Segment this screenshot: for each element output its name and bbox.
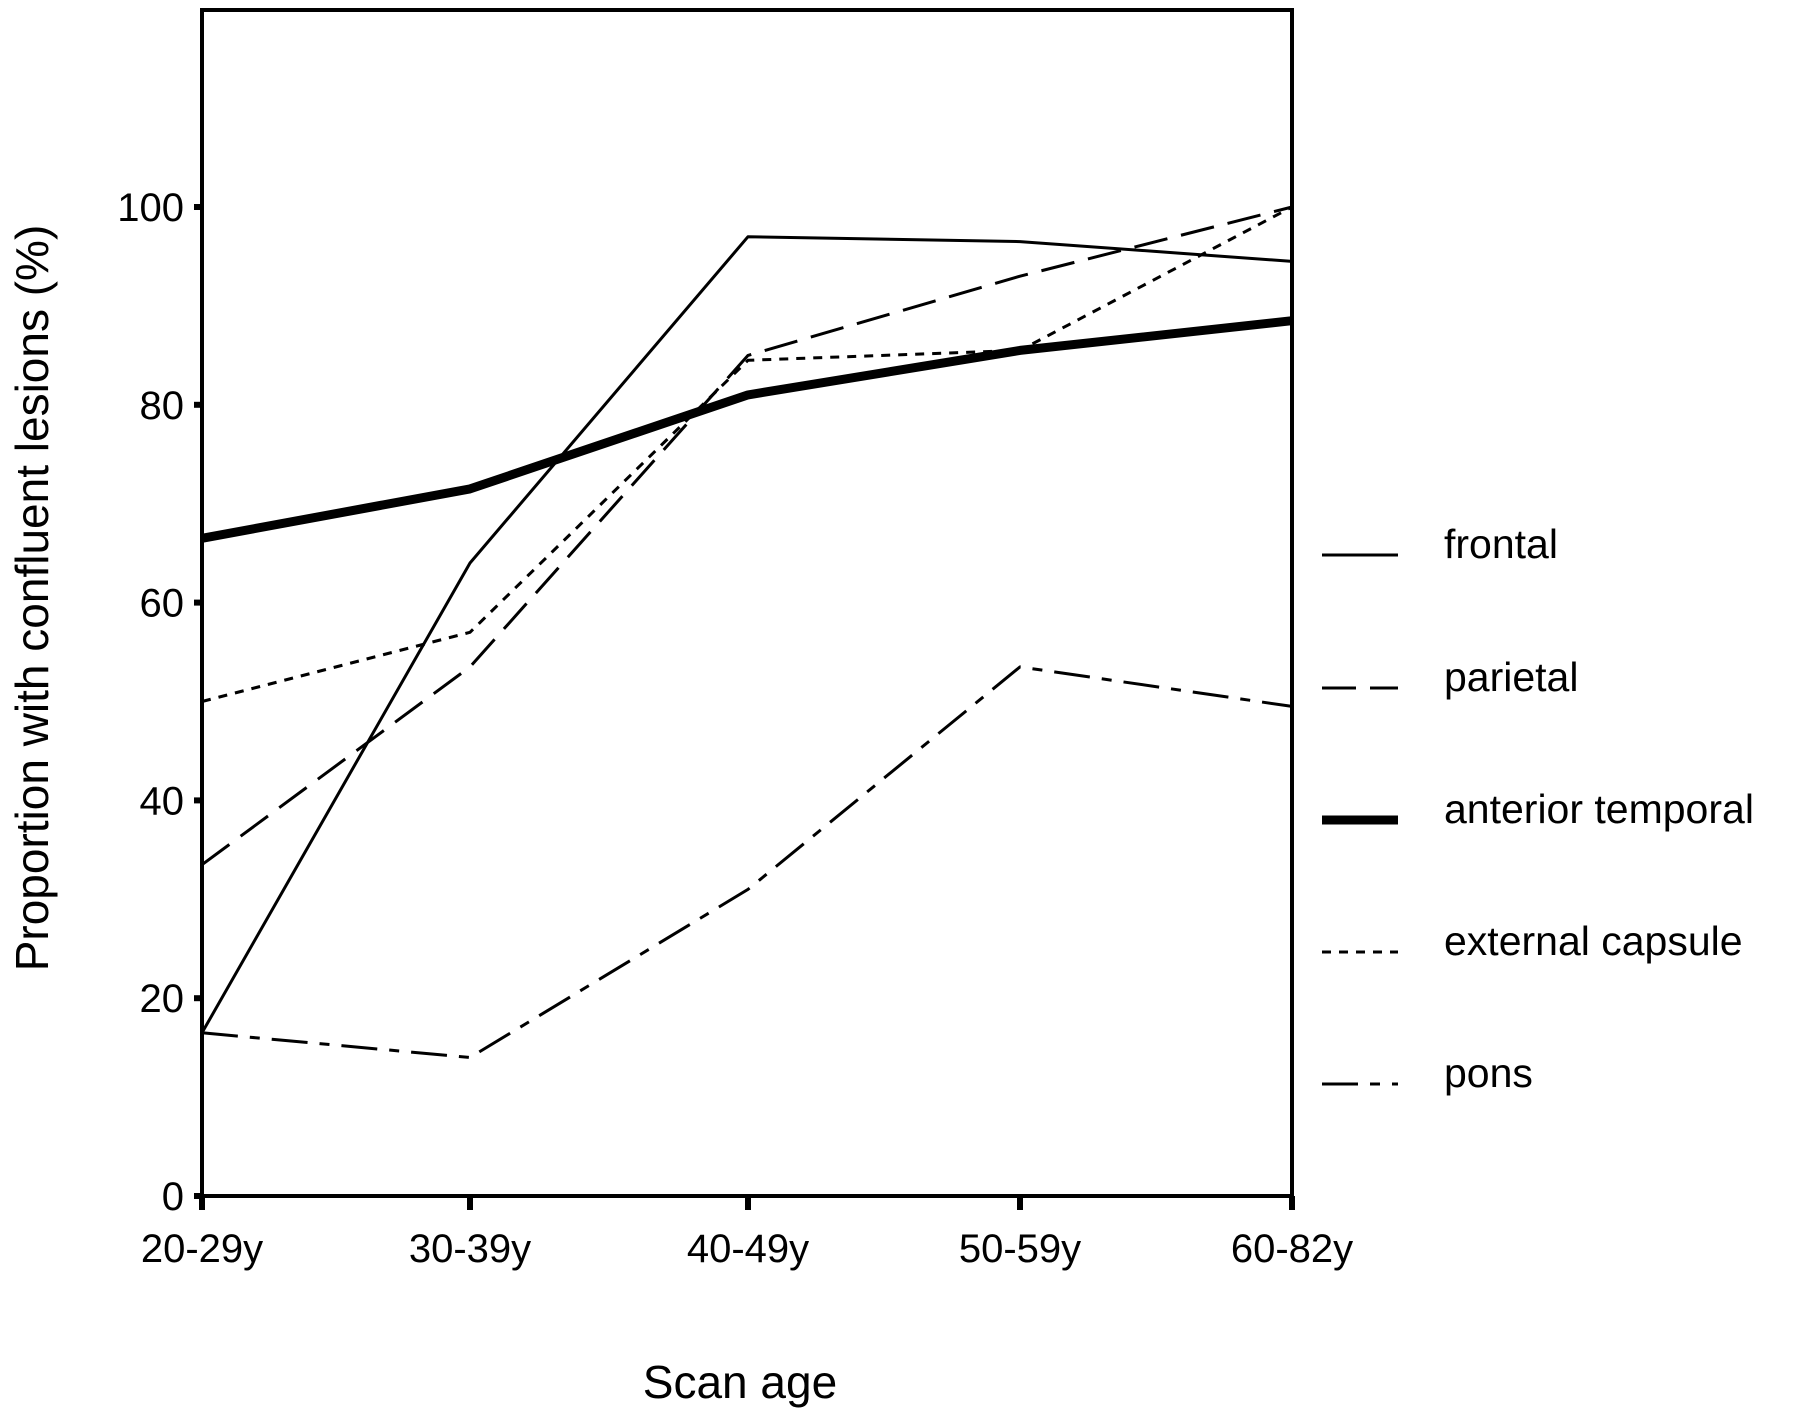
x-tick-label: 50-59y — [959, 1227, 1081, 1271]
y-tick-label: 80 — [140, 384, 185, 428]
legend-label-external-capsule: external capsule — [1444, 918, 1743, 964]
y-axis-title: Proportion with confluent lesions (%) — [6, 225, 58, 972]
series-line-anterior-temporal — [201, 316, 1293, 543]
x-axis: 20-29y 30-39y 40-49y 50-59y 60-82y — [141, 1196, 1353, 1271]
series-line-parietal — [201, 205, 1293, 866]
series-line-pons — [201, 665, 1293, 1059]
y-axis: 0 20 40 60 80 100 — [117, 186, 202, 1219]
legend-label-parietal: parietal — [1444, 654, 1578, 700]
x-tick-label: 60-82y — [1231, 1227, 1353, 1271]
legend-label-frontal: frontal — [1444, 521, 1558, 567]
y-tick-label: 60 — [140, 582, 185, 626]
y-tick-label: 100 — [117, 186, 184, 230]
x-tick-label: 20-29y — [141, 1227, 263, 1271]
plot-frame — [200, 8, 1294, 1198]
legend-label-pons: pons — [1444, 1050, 1533, 1096]
y-tick-label: 20 — [140, 977, 185, 1021]
series-line-frontal — [200, 235, 1293, 1034]
x-tick-label: 30-39y — [409, 1227, 531, 1271]
y-tick-label: 0 — [162, 1175, 184, 1219]
y-tick-label: 40 — [140, 779, 185, 823]
legend: frontal parietal anterior temporal external… — [1322, 521, 1754, 1096]
series-line-external-capsule — [201, 205, 1293, 703]
series-lines — [200, 205, 1293, 1059]
x-tick-label: 40-49y — [687, 1227, 809, 1271]
x-axis-title: Scan age — [643, 1356, 837, 1408]
legend-label-anterior-temporal: anterior temporal — [1444, 786, 1754, 832]
